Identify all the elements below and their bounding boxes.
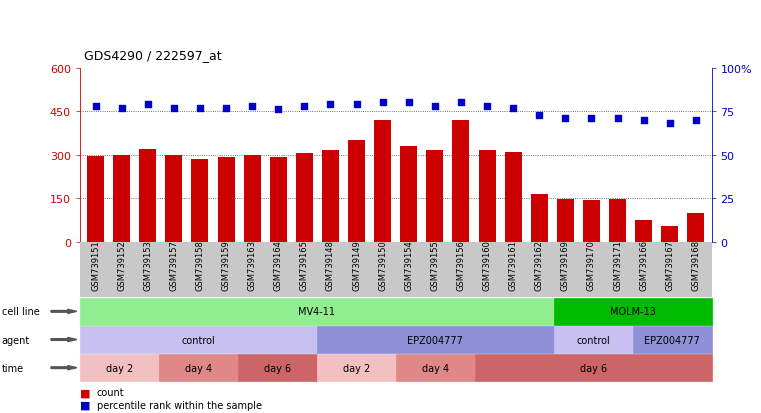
Bar (322, 151, 339, 242)
Point (324, 102, 336, 108)
Bar (661, 226, 678, 242)
Point (638, 117, 650, 124)
Point (533, 112, 546, 119)
Text: time: time (2, 363, 24, 373)
Text: day 4: day 4 (422, 363, 449, 373)
Bar (139, 150, 156, 242)
Point (220, 105, 232, 112)
Bar (687, 213, 705, 242)
Point (559, 116, 572, 122)
Bar (244, 156, 261, 242)
Point (689, 117, 702, 124)
Bar (557, 199, 574, 242)
Bar (348, 141, 365, 242)
Bar (218, 158, 234, 242)
Text: ■: ■ (80, 387, 91, 397)
Text: MOLM-13: MOLM-13 (610, 306, 655, 317)
Bar (426, 151, 444, 242)
Bar (270, 158, 287, 242)
Text: agent: agent (2, 335, 30, 345)
Point (507, 105, 519, 112)
Bar (192, 159, 209, 242)
Bar (87, 157, 104, 242)
Point (351, 102, 363, 108)
Point (377, 100, 389, 107)
Point (664, 121, 676, 127)
Point (298, 103, 310, 110)
Text: count: count (97, 387, 124, 397)
Text: day 2: day 2 (106, 363, 133, 373)
Point (272, 107, 285, 114)
Point (612, 116, 624, 122)
Bar (400, 147, 417, 242)
Bar (296, 154, 313, 242)
Point (481, 103, 493, 110)
Text: MV4-11: MV4-11 (298, 306, 336, 317)
Bar (530, 194, 548, 242)
Text: day 6: day 6 (580, 363, 607, 373)
Bar (165, 156, 183, 242)
Text: control: control (181, 335, 215, 345)
Point (90, 103, 102, 110)
Point (428, 103, 441, 110)
Point (246, 103, 258, 110)
Text: GDS4290 / 222597_at: GDS4290 / 222597_at (84, 50, 221, 62)
Point (116, 105, 128, 112)
Bar (635, 220, 652, 242)
Text: EPZ004777: EPZ004777 (644, 335, 700, 345)
Text: percentile rank within the sample: percentile rank within the sample (97, 400, 262, 410)
Point (403, 100, 415, 107)
Bar (505, 152, 521, 242)
Bar (583, 200, 600, 242)
Text: EPZ004777: EPZ004777 (407, 335, 463, 345)
Bar (374, 121, 391, 242)
Bar (479, 151, 495, 242)
Text: ■: ■ (80, 400, 91, 410)
Bar (609, 199, 626, 242)
Text: day 4: day 4 (185, 363, 212, 373)
Point (194, 105, 206, 112)
Point (167, 105, 180, 112)
Bar (453, 121, 470, 242)
Bar (113, 156, 130, 242)
Text: day 6: day 6 (264, 363, 291, 373)
Point (455, 100, 467, 107)
Text: day 2: day 2 (342, 363, 370, 373)
Text: control: control (576, 335, 610, 345)
Text: cell line: cell line (2, 306, 40, 317)
Point (585, 116, 597, 122)
Point (142, 102, 154, 108)
